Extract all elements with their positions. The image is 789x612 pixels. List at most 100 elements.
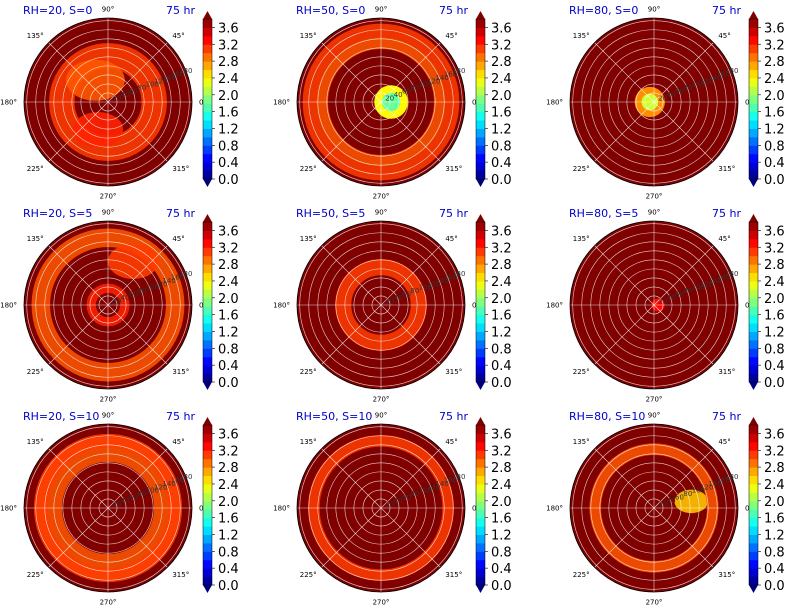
colorbar: 0.0 0.4 0.8 1.21.6 2.0 2.4 2.8 3.2 3.6 [748, 417, 785, 594]
angle-tick-label: 270° [646, 193, 663, 201]
panel-title: RH=50, S=0 [296, 4, 365, 17]
colorbar-extend-top [203, 214, 212, 222]
radial-tick-label: 140 [162, 480, 175, 488]
colorbar-segment [749, 534, 758, 544]
colorbar-segment [749, 517, 758, 527]
colorbar-tick-label: 1.2 [491, 122, 512, 137]
colorbar-segment [203, 475, 212, 485]
radial-tick-label: 120 [154, 77, 167, 85]
colorbar-tick-label: 2.4 [764, 275, 785, 290]
colorbar-segment [203, 500, 212, 510]
radial-tick-label: 80 [683, 490, 692, 498]
colorbar-segment [203, 492, 212, 502]
colorbar-segment [749, 542, 758, 552]
angle-gridline [594, 448, 655, 509]
radial-tick-label: 100 [692, 81, 705, 89]
colorbar-segment [476, 348, 485, 358]
colorbar-segment [203, 280, 212, 290]
radial-tick-label: 160 [171, 70, 184, 78]
angle-tick-label: 225° [27, 165, 44, 173]
angle-tick-label: 180° [546, 99, 563, 107]
angle-gridline [107, 448, 168, 509]
colorbar-segment [203, 94, 212, 104]
colorbar-segment [476, 331, 485, 341]
colorbar-tick-label: 2.8 [491, 461, 512, 476]
colorbar-segment [476, 145, 485, 155]
angle-gridline [48, 42, 109, 103]
colorbar: 0.0 0.4 0.8 1.21.6 2.0 2.4 2.8 3.2 3.6 [748, 11, 785, 188]
colorbar-tick-label: 2.8 [491, 55, 512, 70]
colorbar-tick-label: 3.2 [491, 241, 512, 256]
colorbar-tick-label: 0.4 [764, 359, 785, 374]
polar-panel: 20 40 60 80 10012014016018090°45°0°315°270°2… [546, 410, 753, 607]
colorbar-segment [203, 517, 212, 527]
colorbar-segment [203, 128, 212, 138]
panel-time-label: 75 hr [712, 4, 741, 17]
angle-gridline [321, 304, 382, 365]
colorbar-segment [203, 69, 212, 79]
colorbar-segment [749, 331, 758, 341]
radial-tick-label: 120 [427, 280, 440, 288]
colorbar-frame [202, 424, 213, 586]
colorbar-segment [476, 77, 485, 87]
angle-tick-label: 270° [100, 193, 117, 201]
colorbar-segment [203, 136, 212, 146]
colorbar-extend-top [203, 11, 212, 19]
radial-tick-label: 60 [675, 88, 684, 96]
radial-tick-label: 20 [112, 95, 121, 103]
radial-tick-label: 80 [683, 287, 692, 295]
colorbar: 0.0 0.4 0.8 1.21.6 2.0 2.4 2.8 3.2 3.6 [475, 11, 512, 188]
colorbar: 0.0 0.4 0.8 1.21.6 2.0 2.4 2.8 3.2 3.6 [475, 417, 512, 594]
angle-tick-label: 270° [373, 193, 390, 201]
colorbar-tick-label: 1.2 [218, 325, 239, 340]
angle-gridline [48, 507, 109, 568]
angle-tick-label: 45° [718, 235, 730, 243]
colorbar-segment [749, 153, 758, 163]
colorbar-segment [203, 289, 212, 299]
colorbar-segment [476, 559, 485, 569]
polar-frame [296, 17, 466, 187]
colorbar-tick-label: 2.8 [491, 258, 512, 273]
radial-tick-label: 40 [667, 497, 676, 505]
colorbar-segment [749, 94, 758, 104]
colorbar-segment [476, 314, 485, 324]
colorbar-extend-top [749, 11, 758, 19]
colorbar-tick-label: 2.8 [764, 461, 785, 476]
angle-tick-label: 180° [0, 505, 17, 513]
panel-time-label: 75 hr [712, 410, 741, 423]
polar-frame [296, 423, 466, 593]
colorbar-extend-bottom [203, 585, 212, 593]
angle-tick-label: 180° [546, 505, 563, 513]
colorbar-segment [203, 170, 212, 180]
colorbar-segment [203, 568, 212, 578]
colorbar-segment [203, 323, 212, 332]
angle-gridline [48, 304, 109, 365]
colorbar-extend-bottom [203, 382, 212, 390]
colorbar-tick-label: 2.4 [491, 478, 512, 493]
colorbar-tick-label: 2.8 [764, 55, 785, 70]
polar-panel: 20 40 60 80 10012014016018090°45°0°315°270°2… [273, 410, 480, 607]
colorbar-segment [203, 534, 212, 544]
colorbar-frame [748, 221, 759, 383]
colorbar-tick-label: 1.6 [218, 512, 239, 527]
colorbar-tick-label: 3.6 [491, 21, 512, 36]
colorbar-tick-label: 0.8 [491, 342, 512, 357]
angle-gridline [653, 448, 714, 509]
colorbar-segment [749, 458, 758, 468]
colorbar-segment [749, 238, 758, 248]
radial-tick-label: 180 [725, 270, 738, 278]
colorbar-segment [476, 500, 485, 510]
colorbar-segment [476, 52, 485, 62]
angle-tick-label: 135° [27, 32, 44, 40]
polar-frame [569, 423, 739, 593]
colorbar-segment [749, 145, 758, 155]
colorbar-segment [476, 441, 485, 451]
colorbar-tick-label: 3.2 [218, 38, 239, 53]
radial-tick-label: 60 [402, 494, 411, 502]
angle-tick-label: 315° [445, 368, 462, 376]
panel-time-label: 75 hr [439, 4, 468, 17]
colorbar-tick-label: 3.2 [764, 241, 785, 256]
angle-tick-label: 135° [573, 32, 590, 40]
colorbar-segment [203, 120, 212, 129]
colorbar-segment [203, 86, 212, 96]
